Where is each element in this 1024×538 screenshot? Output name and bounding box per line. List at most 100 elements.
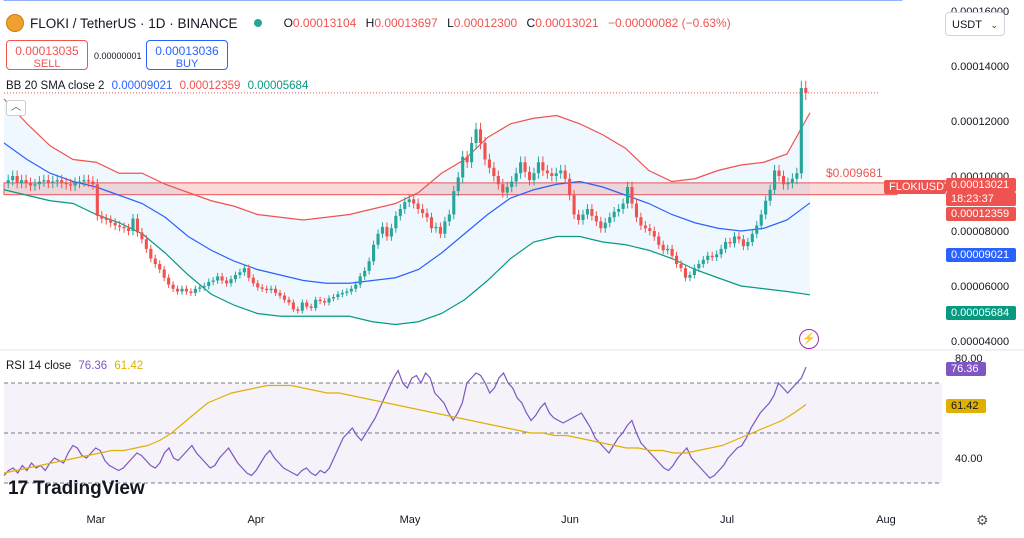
- lightning-icon[interactable]: ⚡: [799, 329, 819, 349]
- candle: [541, 162, 545, 171]
- candle: [323, 301, 327, 303]
- candle: [6, 180, 10, 183]
- candle: [639, 217, 643, 226]
- candle: [621, 203, 625, 209]
- countdown-label-bg: [946, 192, 1016, 206]
- y-tick-label: 0.00004000: [951, 336, 1009, 348]
- y-tick-label: 0.00012000: [951, 116, 1009, 128]
- candle: [750, 233, 754, 242]
- bb-legend[interactable]: BB 20 SMA close 2 0.00009021 0.00012359 …: [6, 80, 308, 92]
- candle: [568, 178, 572, 196]
- candle: [144, 239, 148, 249]
- candle: [728, 242, 732, 244]
- rsi-value-tag-bg: [946, 362, 986, 376]
- collapse-legend-button[interactable]: ︿: [6, 100, 26, 116]
- bb-upper-price-label-bg: [946, 207, 1016, 221]
- symbol-title[interactable]: FLOKI / TetherUS · 1D · BINANCE: [30, 15, 238, 31]
- candle: [527, 171, 532, 181]
- candle: [33, 184, 37, 186]
- buy-button[interactable]: 0.00013036 BUY: [146, 40, 228, 70]
- candle: [291, 302, 295, 310]
- candle: [755, 225, 759, 234]
- candle: [269, 288, 273, 291]
- rsi-tick-label: 40.00: [955, 453, 983, 465]
- candle: [425, 213, 429, 218]
- candle: [113, 222, 117, 226]
- candle: [625, 187, 630, 204]
- candle: [376, 233, 380, 245]
- currency-label: USDT: [952, 19, 982, 31]
- candle: [487, 159, 491, 168]
- bb-upper-value: 0.00012359: [179, 80, 241, 92]
- candle: [118, 225, 122, 227]
- candle: [688, 275, 692, 278]
- candle: [732, 236, 737, 244]
- x-tick-label: Jun: [561, 514, 579, 526]
- candle: [701, 259, 705, 264]
- currency-selector[interactable]: USDT ⌄: [945, 12, 1005, 36]
- brand-name: TradingView: [33, 478, 145, 499]
- candle: [385, 226, 389, 237]
- candle: [158, 264, 162, 270]
- candle: [55, 180, 59, 182]
- candle: [781, 176, 786, 185]
- symbol-price-tag: FLOKIUSDT: [889, 181, 951, 193]
- candle: [327, 298, 331, 303]
- bb-basis-price-label-bg: [946, 248, 1016, 262]
- bb-basis-line: [3, 142, 811, 284]
- zone-label: $0.009681: [826, 166, 883, 180]
- candle: [675, 255, 679, 264]
- candle: [180, 288, 184, 292]
- candle: [287, 299, 291, 303]
- candle: [456, 177, 460, 192]
- candle: [465, 156, 469, 163]
- tradingview-logo-icon: 17: [8, 478, 28, 499]
- candle: [149, 248, 153, 259]
- candle: [461, 156, 465, 178]
- candle: [741, 239, 745, 247]
- bb-fill: [4, 99, 810, 325]
- chevron-up-icon: ︿: [11, 102, 21, 113]
- candle: [519, 162, 523, 174]
- candle: [167, 277, 171, 285]
- candle: [764, 200, 768, 215]
- rsi-legend[interactable]: RSI 14 close 76.36 61.42: [6, 360, 143, 372]
- rsi-line: [3, 366, 807, 479]
- candle: [15, 176, 19, 183]
- candle: [198, 287, 202, 289]
- spread-value: 0.00000001: [94, 51, 142, 61]
- candle: [314, 299, 318, 308]
- candle: [599, 221, 603, 229]
- candle: [603, 222, 607, 229]
- candle: [670, 248, 674, 256]
- candle: [104, 218, 108, 220]
- x-tick-label: May: [400, 514, 421, 526]
- candle: [505, 187, 509, 193]
- sell-button[interactable]: 0.00013035 SELL: [6, 40, 88, 70]
- candle: [438, 226, 442, 234]
- candle: [122, 226, 126, 229]
- candle: [536, 162, 540, 174]
- candle: [768, 189, 772, 201]
- candle: [11, 176, 15, 181]
- candle: [260, 287, 264, 289]
- gear-icon[interactable]: ⚙: [976, 512, 989, 528]
- bb-basis-value: 0.00009021: [111, 80, 173, 92]
- candle: [496, 176, 500, 185]
- close-value: 0.00013021: [535, 16, 599, 30]
- candle: [296, 309, 300, 311]
- x-tick-label: Jul: [720, 514, 734, 526]
- rsi-ma-tag-bg: [946, 399, 986, 413]
- candle: [510, 181, 514, 187]
- candle: [372, 244, 376, 262]
- candle: [786, 182, 790, 185]
- buy-label: BUY: [175, 58, 199, 70]
- candle: [220, 276, 224, 281]
- candle: [429, 217, 434, 229]
- candle: [407, 199, 411, 203]
- candle: [759, 214, 763, 226]
- candle: [804, 88, 808, 93]
- candle: [719, 248, 723, 255]
- candle: [692, 268, 696, 275]
